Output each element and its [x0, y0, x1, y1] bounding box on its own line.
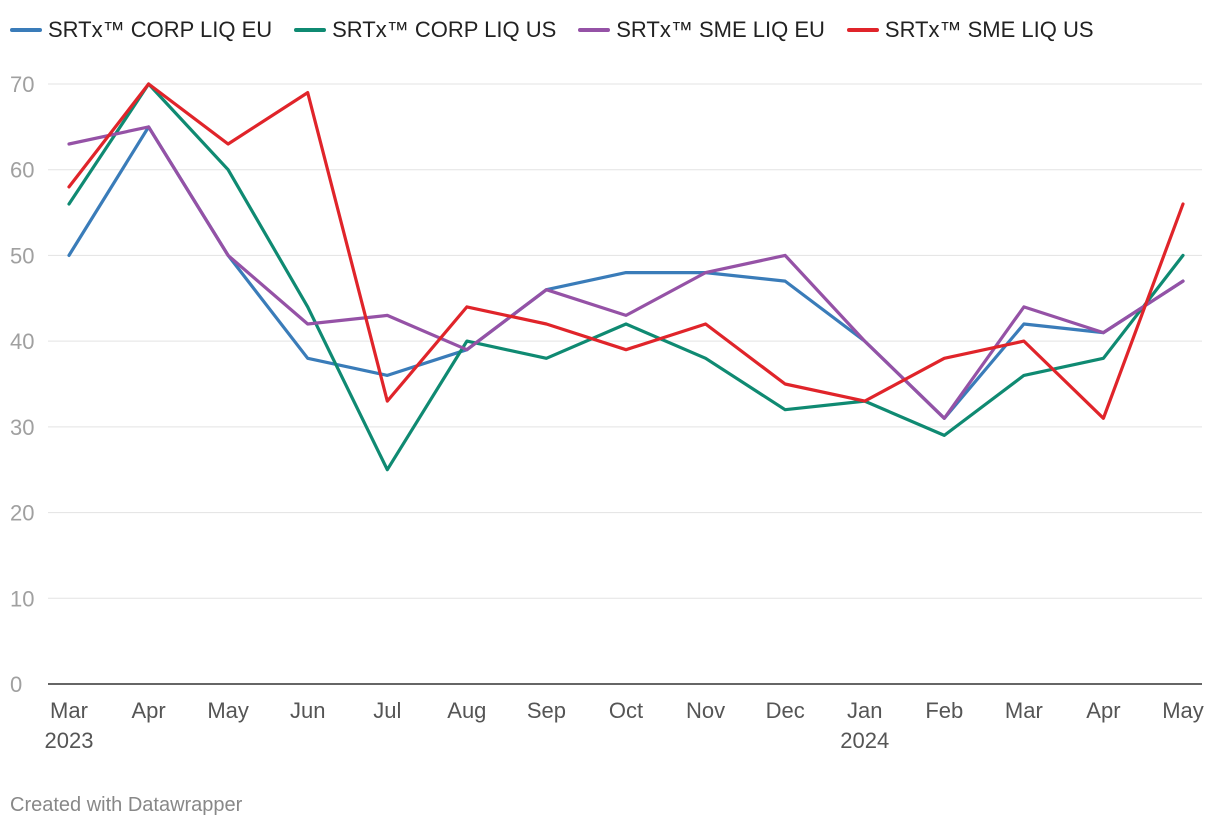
x-tick-label: Sep: [527, 698, 566, 723]
x-tick-label: Apr: [131, 698, 165, 723]
series-lines: [67, 82, 1185, 472]
legend-item-srtx-corp-liq-us: SRTx™ CORP LIQ US: [294, 17, 556, 43]
footer-credit: Created with Datawrapper: [10, 794, 243, 816]
x-tick-label: Aug: [447, 698, 486, 723]
legend-swatch: [10, 28, 42, 32]
legend-label: SRTx™ SME LIQ EU: [616, 17, 825, 42]
x-year-label: 2024: [840, 728, 889, 753]
x-tick-label: Apr: [1086, 698, 1120, 723]
legend-swatch: [578, 28, 611, 32]
series-line-srtx-sme-liq-eu: [67, 125, 1185, 420]
x-tick-label: May: [1162, 698, 1204, 723]
x-tick-label: Feb: [925, 698, 963, 723]
x-tick-label: Mar: [50, 698, 88, 723]
y-axis: 0 10 20 30 40 50 60 70: [10, 72, 34, 697]
legend-item-srtx-sme-liq-eu: SRTx™ SME LIQ EU: [578, 17, 825, 43]
x-axis: Mar Apr May Jun Jul Aug Sep Oct Nov Dec Jan Feb Mar A…: [45, 698, 1204, 753]
y-tick-label: 50: [10, 243, 34, 268]
legend: SRTx™ CORP LIQ EU SRTx™ CORP LIQ US SRTx™ …: [10, 14, 1116, 46]
legend-label: SRTx™ CORP LIQ US: [332, 17, 557, 42]
x-tick-label: Jun: [290, 698, 325, 723]
y-tick-label: 40: [10, 329, 34, 354]
x-tick-label: Jul: [373, 698, 401, 723]
y-tick-label: 10: [10, 586, 34, 611]
x-year-label: 2023: [45, 728, 94, 753]
y-tick-label: 30: [10, 415, 34, 440]
series-line-srtx-corp-liq-us: [67, 82, 1185, 472]
x-tick-label: Dec: [766, 698, 805, 723]
x-tick-label: Oct: [609, 698, 643, 723]
legend-item-srtx-corp-liq-eu: SRTx™ CORP LIQ EU: [10, 17, 272, 43]
x-tick-label: May: [207, 698, 249, 723]
line-chart: 0 10 20 30 40 50 60 70 Mar Apr May Jun Jul Aug Sep Oct…: [10, 72, 1204, 753]
y-tick-label: 70: [10, 72, 34, 97]
y-tick-label: 0: [10, 672, 22, 697]
series-line-srtx-corp-liq-eu: [67, 125, 1185, 420]
x-tick-label: Mar: [1005, 698, 1043, 723]
legend-label: SRTx™ SME LIQ US: [884, 17, 1094, 42]
x-tick-label: Nov: [686, 698, 725, 723]
gridlines: [48, 83, 1202, 685]
legend-item-srtx-sme-liq-us: SRTx™ SME LIQ US: [846, 17, 1094, 43]
y-tick-label: 60: [10, 158, 34, 183]
x-tick-label: Jan: [847, 698, 882, 723]
series-line-srtx-sme-liq-us: [67, 82, 1185, 420]
legend-swatch: [294, 28, 327, 32]
y-tick-label: 20: [10, 501, 34, 526]
legend-label: SRTx™ CORP LIQ EU: [48, 17, 273, 42]
legend-swatch: [846, 28, 879, 32]
